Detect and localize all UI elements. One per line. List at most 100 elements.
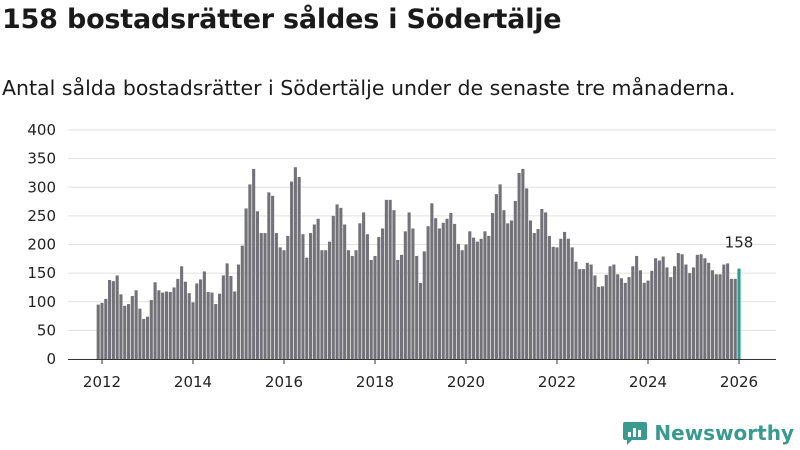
bar	[498, 184, 502, 359]
bar	[589, 264, 593, 359]
bar	[130, 296, 134, 359]
bar	[312, 224, 316, 359]
y-axis: 0 50 100 150 200 250 300 350 400	[27, 121, 56, 368]
bar	[472, 237, 476, 359]
bar	[422, 251, 426, 359]
bar	[263, 233, 267, 359]
bar	[494, 194, 498, 359]
bar	[468, 231, 472, 359]
bar	[688, 273, 692, 360]
bar	[528, 220, 533, 359]
bar	[301, 234, 305, 359]
bar	[540, 209, 544, 359]
bar	[377, 237, 381, 359]
bar	[278, 247, 282, 359]
bar	[642, 282, 646, 359]
bar	[233, 291, 237, 359]
bar	[475, 241, 479, 359]
x-tick-label: 2018	[356, 373, 394, 391]
brand-name: Newsworthy	[654, 421, 794, 445]
x-tick-label: 2012	[83, 373, 121, 391]
bar	[335, 204, 339, 359]
bar	[729, 278, 733, 359]
bar	[570, 247, 574, 359]
bar	[517, 172, 521, 359]
bar	[221, 275, 225, 359]
bar	[726, 263, 730, 359]
bar	[123, 305, 127, 359]
bar	[521, 168, 525, 359]
bar	[600, 286, 605, 359]
bar	[627, 277, 631, 359]
bar	[661, 256, 665, 359]
bar	[149, 300, 153, 359]
bar	[714, 274, 718, 359]
bar	[202, 271, 206, 359]
bar	[707, 262, 711, 359]
bar	[710, 270, 715, 359]
bar	[96, 304, 100, 359]
bars	[96, 167, 741, 360]
bar	[676, 253, 680, 359]
bar	[490, 213, 495, 359]
bar	[581, 269, 586, 359]
bar	[699, 254, 703, 359]
bar	[407, 212, 411, 359]
bar	[176, 278, 180, 359]
bar	[252, 168, 256, 359]
bar	[134, 290, 138, 359]
bar	[362, 212, 366, 359]
bar	[453, 223, 457, 359]
bar	[180, 266, 184, 359]
bar	[555, 247, 559, 359]
bar	[597, 286, 601, 359]
bar	[479, 238, 483, 359]
bar	[161, 292, 165, 359]
chart-title: 158 bostadsrätter såldes i Södertälje	[2, 4, 562, 35]
bar	[373, 255, 377, 359]
bar	[282, 250, 286, 359]
bar	[532, 233, 536, 359]
bar	[506, 223, 510, 359]
bar	[650, 270, 654, 359]
bar	[502, 210, 506, 359]
bar	[369, 259, 373, 359]
bar	[297, 176, 301, 359]
bar	[695, 254, 699, 359]
x-tick-label: 2026	[720, 373, 758, 391]
bar	[384, 199, 388, 359]
newsworthy-logo[interactable]: Newsworthy	[622, 420, 794, 446]
bar	[616, 274, 620, 359]
bar	[623, 282, 627, 359]
gridlines	[68, 129, 776, 331]
bar	[225, 263, 229, 359]
bar	[365, 234, 369, 359]
bar	[403, 231, 407, 359]
bar	[399, 254, 404, 359]
bar	[608, 266, 612, 359]
bar	[604, 274, 608, 359]
x-axis: 2012 2014 2016 2018 2020 2022 2024 2026	[68, 359, 776, 391]
bar	[722, 264, 726, 359]
bar	[680, 254, 684, 359]
bar	[229, 275, 233, 359]
bar	[612, 264, 616, 359]
x-tick-label: 2016	[265, 373, 303, 391]
data-labels: 158	[725, 234, 754, 252]
x-tick-label: 2020	[447, 373, 485, 391]
y-tick-label: 400	[27, 121, 56, 139]
bar	[460, 250, 464, 359]
bar	[354, 250, 358, 359]
bar	[331, 215, 335, 360]
bar	[691, 267, 696, 359]
bar	[411, 228, 415, 359]
bar	[563, 231, 567, 359]
bar	[274, 233, 278, 359]
bar	[631, 266, 635, 359]
bar	[392, 210, 396, 359]
bar	[195, 283, 199, 359]
y-tick-label: 100	[27, 293, 56, 311]
bar	[214, 304, 218, 359]
bar	[339, 207, 343, 359]
bar	[308, 233, 313, 359]
